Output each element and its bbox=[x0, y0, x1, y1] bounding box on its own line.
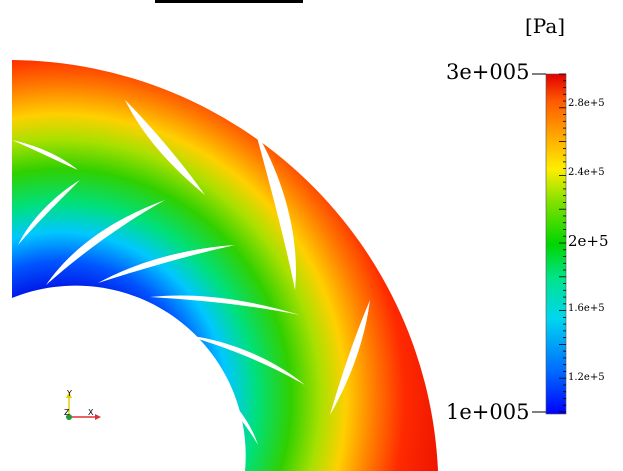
blades bbox=[12, 100, 370, 471]
triad-z-label: Z bbox=[64, 408, 70, 417]
blade bbox=[125, 100, 205, 195]
colorbar-tick-label: 2e+5 bbox=[568, 231, 609, 250]
blade bbox=[185, 420, 240, 471]
blade bbox=[150, 295, 300, 315]
triad-y-label: Y bbox=[66, 389, 72, 398]
blade bbox=[12, 140, 78, 170]
triad-x-label: X bbox=[88, 408, 94, 417]
colorbar-ticks bbox=[559, 73, 566, 413]
axes-triad: Y Z X bbox=[64, 389, 101, 420]
origin-dot bbox=[66, 414, 72, 420]
blade bbox=[255, 130, 296, 290]
colorbar-tick-label: 1.6e+5 bbox=[568, 303, 605, 314]
colorbar-tick-label: 2.8e+5 bbox=[568, 98, 605, 109]
colorbar-max-label: 3e+005 bbox=[446, 60, 530, 84]
colorbar-gradient bbox=[545, 73, 567, 415]
blade bbox=[330, 300, 370, 415]
hub bbox=[12, 285, 246, 471]
pressure-field bbox=[12, 60, 438, 471]
colorbar-tick-label: 2.4e+5 bbox=[568, 167, 605, 178]
title-underline bbox=[155, 0, 303, 3]
colorbar-unit: [Pa] bbox=[525, 14, 566, 38]
colorbar-min-label: 1e+005 bbox=[446, 400, 530, 424]
x-arrow-icon bbox=[95, 414, 101, 420]
colorbar-tick-label: 1.2e+5 bbox=[568, 372, 605, 383]
y-arrow-icon bbox=[66, 392, 72, 398]
